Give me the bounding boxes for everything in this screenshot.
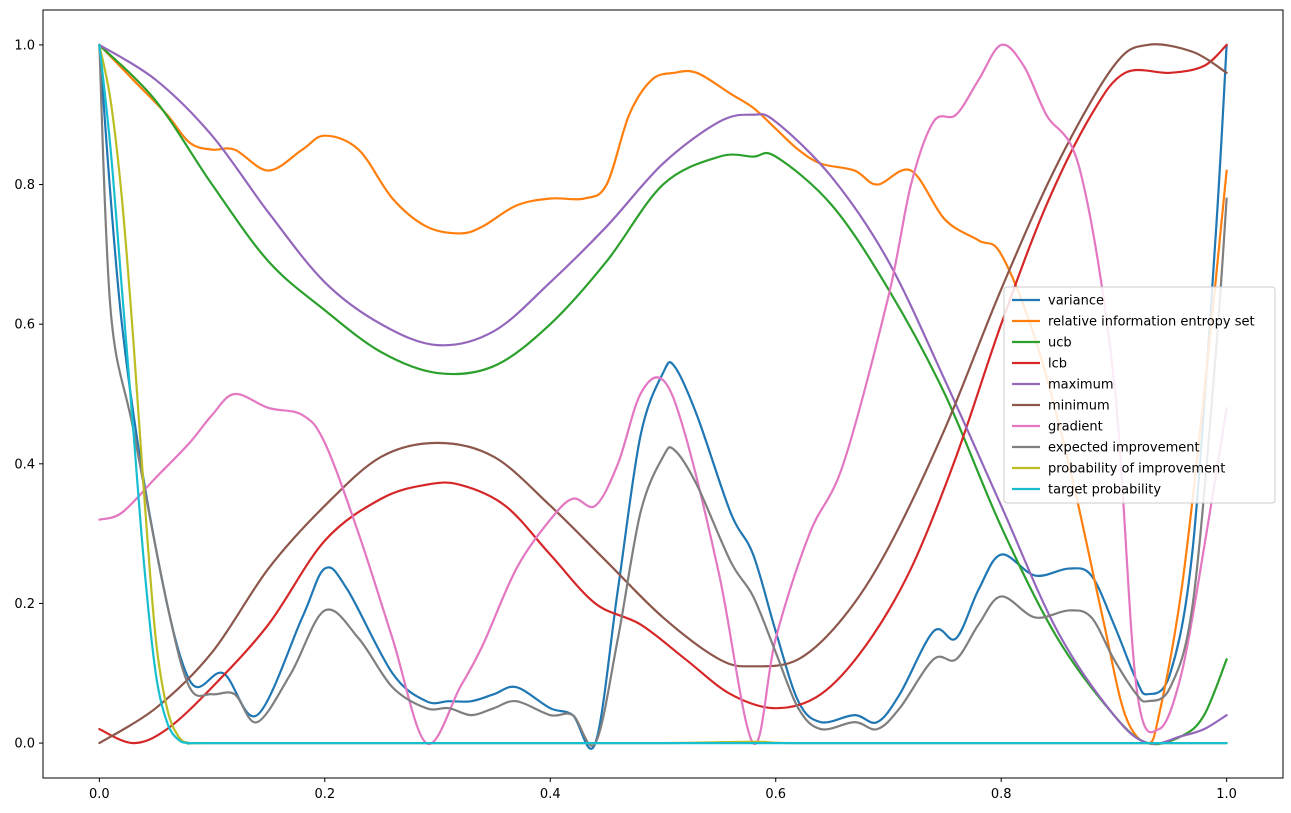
y-tick-label: 0.4 <box>14 457 35 472</box>
series-line-expected-improvement <box>98 43 1228 747</box>
series-line-target-probability <box>98 43 1228 745</box>
legend-label-target-probability: target probability <box>1048 483 1161 498</box>
legend-label-relative-information-entropy-set: relative information entropy set <box>1048 315 1255 330</box>
y-tick-label: 0.2 <box>14 597 35 612</box>
x-tick-label: 0.8 <box>991 787 1012 802</box>
series-line-variance <box>98 43 1228 750</box>
y-tick-label: 0.0 <box>14 737 35 752</box>
legend-label-minimum: minimum <box>1048 399 1110 414</box>
x-tick-label: 0.4 <box>540 787 561 802</box>
legend-box <box>1003 286 1276 504</box>
series-line-minimum <box>98 43 1228 745</box>
x-tick-label: 1.0 <box>1216 787 1237 802</box>
x-axis: 0.0 0.2 0.4 0.6 0.8 1.0 <box>89 778 1237 802</box>
series-layer <box>98 43 1228 750</box>
legend-label-gradient: gradient <box>1048 420 1103 435</box>
legend-label-expected-improvement: expected improvement <box>1048 441 1200 456</box>
y-tick-label: 0.6 <box>14 318 35 333</box>
series-line-lcb <box>98 43 1228 745</box>
series-line-gradient <box>98 43 1228 746</box>
legend: variance relative information entropy set… <box>1003 286 1276 504</box>
x-tick-label: 0.6 <box>765 787 786 802</box>
y-tick-label: 0.8 <box>14 178 35 193</box>
legend-label-variance: variance <box>1048 294 1104 309</box>
legend-label-lcb: lcb <box>1048 357 1067 372</box>
series-line-maximum <box>98 43 1228 745</box>
legend-label-maximum: maximum <box>1048 378 1114 393</box>
plot-frame <box>42 9 1284 779</box>
y-axis: 0.0 0.2 0.4 0.6 0.8 1.0 <box>14 38 43 752</box>
legend-label-ucb: ucb <box>1048 336 1072 351</box>
x-tick-label: 0.2 <box>314 787 335 802</box>
y-tick-label: 1.0 <box>14 38 35 53</box>
x-tick-label: 0.0 <box>89 787 110 802</box>
legend-label-probability-of-improvement: probability of improvement <box>1048 462 1225 477</box>
series-line-relative-information-entropy-set <box>98 43 1228 745</box>
